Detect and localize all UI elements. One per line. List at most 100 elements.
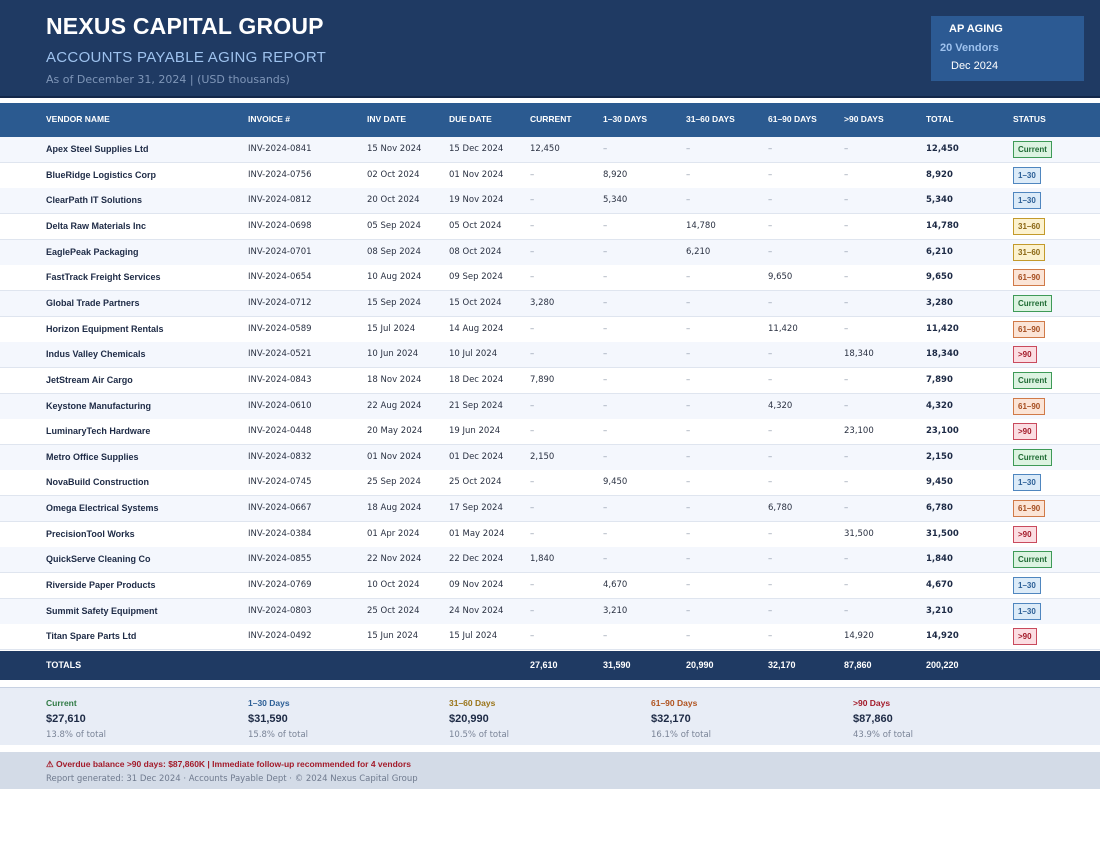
cell-inv-date: 20 Oct 2024: [367, 195, 420, 205]
summary-amount: $27,610: [46, 713, 86, 725]
column-header-days-1-30: 1–30 DAYS: [603, 114, 648, 124]
cell-days-61-90: 9,650: [768, 272, 793, 282]
cell-days-1-30: –: [603, 247, 608, 257]
cell-days-31-60: 14,780: [686, 221, 716, 231]
cell-days-over-90: 18,340: [844, 349, 874, 359]
cell-total: 11,420: [926, 324, 959, 334]
cell-vendor-name: Horizon Equipment Rentals: [46, 324, 164, 334]
table-header: VENDOR NAME INVOICE # INV DATE DUE DATE CURR…: [0, 103, 1100, 137]
cell-current: –: [530, 349, 535, 359]
cell-current: 3,280: [530, 298, 555, 308]
cell-days-61-90: –: [768, 144, 773, 154]
cell-days-over-90: –: [844, 247, 849, 257]
cell-invoice-number: INV-2024-0610: [248, 401, 312, 411]
cell-days-1-30: –: [603, 272, 608, 282]
cell-days-over-90: –: [844, 606, 849, 616]
cell-due-date: 18 Dec 2024: [449, 375, 504, 385]
report-footer: ⚠ Overdue balance >90 days: $87,860K | I…: [0, 752, 1100, 789]
cell-total: 12,450: [926, 144, 959, 154]
cell-days-31-60: –: [686, 401, 691, 411]
column-header-total: TOTAL: [926, 114, 954, 124]
cell-total: 14,920: [926, 631, 959, 641]
table-row: Riverside Paper Products INV-2024-0769 10 …: [0, 573, 1100, 599]
cell-due-date: 19 Nov 2024: [449, 195, 504, 205]
cell-current: –: [530, 503, 535, 513]
cell-current: 7,890: [530, 375, 555, 385]
status-badge: Current: [1013, 449, 1052, 466]
cell-days-61-90: –: [768, 606, 773, 616]
cell-invoice-number: INV-2024-0384: [248, 529, 312, 539]
cell-current: 2,150: [530, 452, 555, 462]
cell-due-date: 09 Sep 2024: [449, 272, 503, 282]
cell-days-over-90: 14,920: [844, 631, 874, 641]
cell-due-date: 24 Nov 2024: [449, 606, 504, 616]
aging-summary: Current $27,610 13.8% of total 1–30 Days $31…: [0, 687, 1100, 745]
status-badge: 61–90: [1013, 269, 1046, 286]
cell-invoice-number: INV-2024-0698: [248, 221, 312, 231]
cell-days-31-60: –: [686, 503, 691, 513]
cell-due-date: 15 Oct 2024: [449, 298, 502, 308]
cell-days-over-90: –: [844, 298, 849, 308]
table-row: QuickServe Cleaning Co INV-2024-0855 22 No…: [0, 547, 1100, 573]
cell-invoice-number: INV-2024-0812: [248, 195, 312, 205]
cell-days-31-60: –: [686, 426, 691, 436]
cell-days-1-30: –: [603, 324, 608, 334]
cell-days-1-30: 8,920: [603, 170, 628, 180]
table-row: Keystone Manufacturing INV-2024-0610 22 Au…: [0, 394, 1100, 420]
cell-invoice-number: INV-2024-0756: [248, 170, 312, 180]
summary-percent: 43.9% of total: [853, 730, 914, 740]
cell-current: –: [530, 247, 535, 257]
cell-vendor-name: Summit Safety Equipment: [46, 606, 158, 616]
cell-invoice-number: INV-2024-0855: [248, 554, 312, 564]
cell-vendor-name: FastTrack Freight Services: [46, 272, 161, 282]
badge-vendor-count: 20 Vendors: [940, 42, 999, 54]
cell-invoice-number: INV-2024-0667: [248, 503, 312, 513]
summary-label: Current: [46, 698, 77, 708]
column-header-invoice-number: INVOICE #: [248, 114, 291, 124]
cell-days-over-90: –: [844, 554, 849, 564]
cell-vendor-name: Titan Spare Parts Ltd: [46, 631, 137, 641]
cell-invoice-number: INV-2024-0492: [248, 631, 312, 641]
cell-current: –: [530, 529, 535, 539]
cell-days-31-60: –: [686, 170, 691, 180]
cell-vendor-name: QuickServe Cleaning Co: [46, 554, 151, 564]
cell-due-date: 14 Aug 2024: [449, 324, 504, 334]
cell-total: 3,280: [926, 298, 953, 308]
table-row: Omega Electrical Systems INV-2024-0667 18 …: [0, 496, 1100, 522]
cell-due-date: 01 Dec 2024: [449, 452, 504, 462]
cell-days-61-90: –: [768, 452, 773, 462]
cell-days-61-90: –: [768, 477, 773, 487]
cell-vendor-name: Apex Steel Supplies Ltd: [46, 144, 149, 154]
cell-inv-date: 18 Aug 2024: [367, 503, 422, 513]
column-header-due-date: DUE DATE: [449, 114, 492, 124]
table-row: ClearPath IT Solutions INV-2024-0812 20 Oc…: [0, 188, 1100, 214]
totals-row: TOTALS 27,610 31,590 20,990 32,170 87,86…: [0, 651, 1100, 680]
summary-label: 61–90 Days: [651, 698, 698, 708]
cell-days-1-30: –: [603, 452, 608, 462]
cell-days-61-90: –: [768, 298, 773, 308]
cell-due-date: 17 Sep 2024: [449, 503, 503, 513]
cell-total: 3,210: [926, 606, 953, 616]
cell-total: 8,920: [926, 170, 953, 180]
cell-days-61-90: –: [768, 221, 773, 231]
cell-invoice-number: INV-2024-0803: [248, 606, 312, 616]
cell-days-over-90: –: [844, 144, 849, 154]
cell-invoice-number: INV-2024-0521: [248, 349, 312, 359]
cell-days-31-60: –: [686, 606, 691, 616]
status-badge: 61–90: [1013, 500, 1046, 517]
cell-days-1-30: 4,670: [603, 580, 628, 590]
cell-invoice-number: INV-2024-0654: [248, 272, 312, 282]
cell-invoice-number: INV-2024-0712: [248, 298, 312, 308]
cell-total: 4,320: [926, 401, 953, 411]
cell-inv-date: 15 Jun 2024: [367, 631, 419, 641]
cell-days-over-90: –: [844, 272, 849, 282]
cell-invoice-number: INV-2024-0841: [248, 144, 312, 154]
cell-days-61-90: 11,420: [768, 324, 798, 334]
cell-inv-date: 25 Sep 2024: [367, 477, 421, 487]
cell-invoice-number: INV-2024-0589: [248, 324, 312, 334]
summary-percent: 13.8% of total: [46, 730, 107, 740]
cell-days-1-30: –: [603, 554, 608, 564]
badge-title: AP AGING: [949, 23, 1003, 35]
column-header-status: STATUS: [1013, 114, 1046, 124]
cell-days-61-90: –: [768, 529, 773, 539]
